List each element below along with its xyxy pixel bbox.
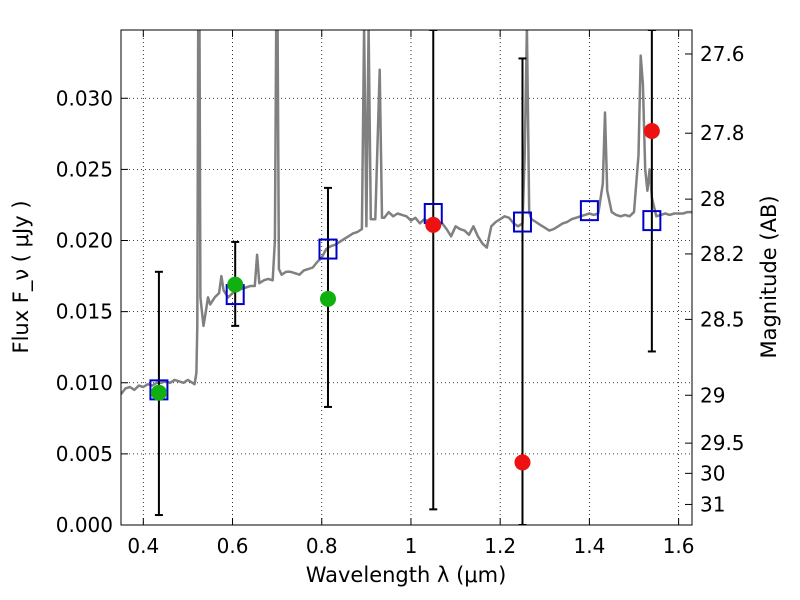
model-photometry-square (512, 211, 532, 233)
y-tick-label: 0.000 (56, 513, 113, 537)
right-tick-label: 27.6 (700, 42, 745, 66)
model-photometry (149, 200, 662, 401)
x-tick-label: 1.4 (573, 534, 605, 558)
y-tick-label: 0.020 (56, 229, 113, 253)
green-data-point (319, 290, 336, 307)
x-tick-label: 1 (405, 534, 418, 558)
model-photometry-square (318, 238, 338, 260)
x-tick-label: 1.6 (663, 534, 695, 558)
right-tick-label: 31 (700, 492, 725, 516)
x-tick-label: 0.4 (127, 534, 159, 558)
y-tick-label: 0.010 (56, 371, 113, 395)
green-data-point (150, 384, 167, 401)
green-data-point (227, 276, 244, 293)
x-axis: 0.4 0.6 0.8 1 1.2 1.4 1.6 (127, 30, 695, 558)
y-axis-right-label: Magnitude (AB) (757, 195, 781, 358)
y-axis-left: 0.000 0.005 0.010 0.015 0.020 0.025 0.030 (56, 86, 128, 537)
red-data-point (643, 122, 660, 139)
y-tick-label: 0.015 (56, 300, 113, 324)
spectrum-line (121, 30, 692, 395)
red-data-point (425, 216, 442, 233)
red-data-point (514, 454, 531, 471)
model-photometry-square (642, 210, 662, 232)
grid (121, 30, 692, 526)
error-bars (154, 30, 656, 525)
y-tick-label: 0.030 (56, 86, 113, 110)
right-tick-label: 29 (700, 383, 725, 407)
y-axis-right: 27.6 27.8 28 28.2 28.5 29 29.5 30 31 (685, 42, 745, 516)
measurements (150, 122, 660, 471)
y-axis-label: Flux F_ν ( μJy ) (9, 200, 34, 353)
y-tick-label: 0.005 (56, 442, 113, 466)
right-tick-label: 28.5 (700, 307, 745, 331)
x-tick-label: 0.6 (217, 534, 249, 558)
x-tick-label: 0.8 (306, 534, 338, 558)
right-tick-label: 29.5 (700, 431, 745, 455)
model-spectrum (121, 30, 692, 395)
y-tick-label: 0.025 (56, 157, 113, 181)
right-tick-label: 28 (700, 187, 725, 211)
right-tick-label: 28.2 (700, 242, 745, 266)
model-photometry-square (579, 200, 599, 222)
x-axis-label: Wavelength λ (μm) (306, 563, 507, 587)
plot-frame (120, 29, 693, 526)
x-tick-label: 1.2 (484, 534, 516, 558)
right-tick-label: 30 (700, 461, 725, 485)
right-tick-label: 27.8 (700, 121, 745, 145)
